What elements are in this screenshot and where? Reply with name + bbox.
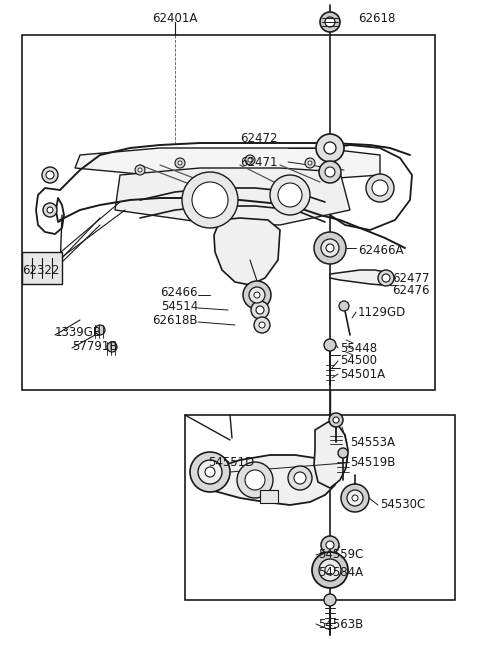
Circle shape [333, 417, 339, 423]
Text: 62322: 62322 [22, 264, 60, 277]
Circle shape [314, 232, 346, 264]
Circle shape [254, 292, 260, 298]
Circle shape [325, 167, 335, 177]
Circle shape [42, 167, 58, 183]
Bar [260, 490, 278, 503]
Circle shape [324, 339, 336, 351]
Bar [22, 252, 62, 284]
Text: 1339GB: 1339GB [55, 325, 102, 338]
Text: 62471: 62471 [240, 156, 278, 168]
Circle shape [95, 325, 105, 335]
Circle shape [378, 270, 394, 286]
Circle shape [294, 472, 306, 484]
Polygon shape [115, 168, 350, 225]
Text: 54530C: 54530C [380, 498, 425, 511]
Circle shape [135, 165, 145, 175]
Circle shape [372, 180, 388, 196]
Text: 57791B: 57791B [72, 340, 118, 353]
Circle shape [182, 172, 238, 228]
Circle shape [329, 413, 343, 427]
Circle shape [107, 342, 117, 352]
Polygon shape [330, 270, 390, 285]
Circle shape [324, 142, 336, 154]
Circle shape [192, 182, 228, 218]
Text: 54514: 54514 [161, 299, 198, 312]
Circle shape [278, 183, 302, 207]
Polygon shape [195, 455, 338, 505]
Circle shape [270, 175, 310, 215]
Text: 55448: 55448 [340, 341, 377, 354]
Circle shape [308, 161, 312, 165]
Circle shape [243, 281, 271, 309]
Circle shape [205, 467, 215, 477]
Circle shape [175, 158, 185, 168]
Polygon shape [75, 148, 380, 180]
Circle shape [319, 161, 341, 183]
Circle shape [321, 239, 339, 257]
Circle shape [325, 17, 335, 27]
Text: 62472: 62472 [240, 132, 278, 145]
Bar [185, 415, 455, 600]
Text: 54501A: 54501A [340, 367, 385, 380]
Circle shape [338, 448, 348, 458]
Circle shape [190, 452, 230, 492]
Circle shape [256, 306, 264, 314]
Circle shape [312, 552, 348, 588]
Bar [22, 35, 435, 390]
Circle shape [178, 161, 182, 165]
Text: 62476: 62476 [392, 284, 430, 297]
Circle shape [259, 322, 265, 328]
Text: 54559C: 54559C [318, 548, 363, 562]
Text: 62477: 62477 [392, 272, 430, 284]
Text: 54500: 54500 [340, 354, 377, 367]
Circle shape [347, 490, 363, 506]
Circle shape [46, 171, 54, 179]
Circle shape [320, 12, 340, 32]
Text: 62466: 62466 [160, 286, 198, 299]
Polygon shape [214, 218, 280, 285]
Circle shape [249, 287, 265, 303]
Circle shape [288, 466, 312, 490]
Circle shape [43, 203, 57, 217]
Circle shape [245, 155, 255, 165]
Text: 54584A: 54584A [318, 566, 363, 579]
Circle shape [352, 495, 358, 501]
Circle shape [326, 244, 334, 252]
Text: 62618B: 62618B [153, 314, 198, 327]
Circle shape [198, 460, 222, 484]
Circle shape [339, 301, 349, 311]
Text: 62466A: 62466A [358, 244, 404, 257]
Text: 54551D: 54551D [208, 456, 254, 470]
Text: 62618: 62618 [358, 12, 396, 25]
Circle shape [325, 565, 335, 575]
Text: 1129GD: 1129GD [358, 305, 406, 319]
Circle shape [326, 541, 334, 549]
Polygon shape [314, 422, 348, 488]
Circle shape [366, 174, 394, 202]
Text: 54553A: 54553A [350, 437, 395, 450]
Circle shape [254, 317, 270, 333]
Circle shape [382, 274, 390, 282]
Circle shape [305, 158, 315, 168]
Circle shape [248, 158, 252, 162]
Circle shape [324, 594, 336, 606]
Circle shape [341, 484, 369, 512]
Circle shape [316, 134, 344, 162]
Circle shape [245, 470, 265, 490]
Circle shape [321, 536, 339, 554]
Circle shape [138, 168, 142, 172]
Text: 54563B: 54563B [318, 618, 363, 631]
Circle shape [237, 462, 273, 498]
Circle shape [47, 207, 53, 213]
Circle shape [319, 559, 341, 581]
Text: 54519B: 54519B [350, 456, 396, 470]
Circle shape [251, 301, 269, 319]
Text: 62401A: 62401A [152, 12, 198, 25]
